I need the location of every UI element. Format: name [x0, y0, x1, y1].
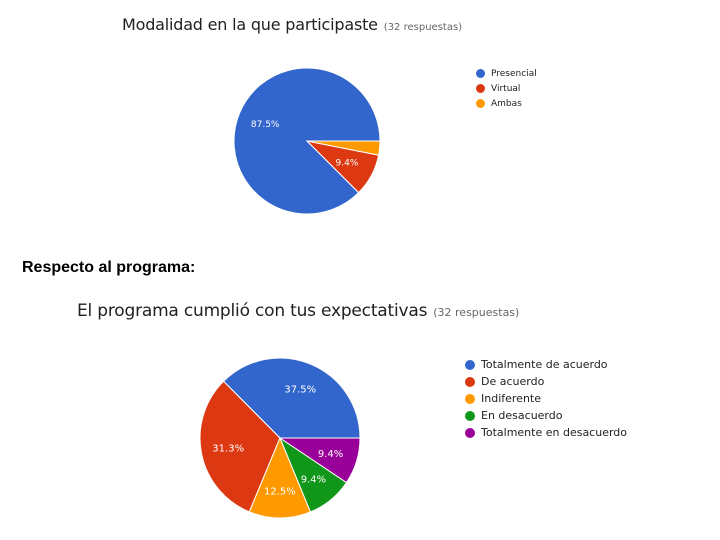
pie-slice-ambas [306, 140, 381, 156]
legend-item-de-acuerdo: De acuerdo [465, 373, 627, 390]
chart1-legend: Presencial Virtual Ambas [476, 66, 537, 111]
slice-label-totalmente-de-acuerdo: 37.5% [284, 385, 316, 396]
pie-slice-totalmente-de-acuerdo [222, 357, 361, 439]
slice-label-de-acuerdo: 31.3% [212, 444, 244, 455]
legend-swatch-totalmente-en-desacuerdo [465, 427, 475, 438]
legend-label-virtual: Virtual [491, 83, 521, 94]
legend-item-indiferente: Indiferente [465, 390, 627, 407]
legend-label-de-acuerdo: De acuerdo [481, 375, 545, 388]
legend-swatch-ambas [476, 99, 485, 108]
legend-swatch-indiferente [465, 393, 475, 404]
chart2-title-text: El programa cumplió con tus expectativas [77, 301, 428, 321]
chart2-response-count: (32 respuestas) [433, 306, 520, 319]
legend-swatch-virtual [476, 84, 485, 93]
slice-label-presencial: 87.5% [251, 120, 280, 130]
legend-label-indiferente: Indiferente [481, 392, 541, 405]
legend-item-en-desacuerdo: En desacuerdo [465, 407, 627, 424]
legend-item-totalmente-en-desacuerdo: Totalmente en desacuerdo [465, 424, 627, 441]
slice-label-totalmente-en-desacuerdo: 9.4% [318, 449, 343, 460]
chart2-title: El programa cumplió con tus expectativas… [77, 301, 519, 321]
chart1-title: Modalidad en la que participaste (32 resp… [122, 15, 462, 34]
chart1-pie: 87.5% 9.4% [233, 67, 381, 215]
legend-label-totalmente-en-desacuerdo: Totalmente en desacuerdo [481, 426, 628, 439]
chart2-legend: Totalmente de acuerdo De acuerdo Indiferen… [465, 356, 627, 441]
section-heading: Respecto al programa: [22, 259, 196, 276]
chart1-response-count: (32 respuestas) [383, 22, 463, 33]
legend-label-presencial: Presencial [491, 68, 537, 79]
slice-label-en-desacuerdo: 9.4% [301, 474, 326, 485]
legend-label-en-desacuerdo: En desacuerdo [481, 409, 563, 422]
slice-label-virtual: 9.4% [335, 158, 358, 168]
pie-slice-de-acuerdo [199, 380, 281, 513]
legend-item-totalmente-de-acuerdo: Totalmente de acuerdo [465, 356, 627, 373]
legend-swatch-en-desacuerdo [465, 410, 475, 421]
legend-swatch-presencial [476, 69, 485, 78]
pie-slice-totalmente-en-desacuerdo [278, 437, 361, 484]
legend-item-ambas: Ambas [476, 96, 537, 111]
slice-label-indiferente: 12.5% [264, 486, 296, 497]
legend-item-virtual: Virtual [476, 81, 537, 96]
chart2-pie: 37.5% 31.3% 12.5% 9.4% 9.4% [199, 357, 361, 519]
chart1-title-text: Modalidad en la que participaste [122, 15, 378, 34]
pie-slice-presencial [233, 67, 381, 215]
legend-label-ambas: Ambas [491, 98, 522, 109]
legend-swatch-totalmente-de-acuerdo [465, 359, 475, 370]
legend-item-presencial: Presencial [476, 66, 537, 81]
legend-label-totalmente-de-acuerdo: Totalmente de acuerdo [481, 358, 608, 371]
pie-slice-indiferente [248, 436, 312, 519]
legend-swatch-de-acuerdo [465, 376, 475, 387]
